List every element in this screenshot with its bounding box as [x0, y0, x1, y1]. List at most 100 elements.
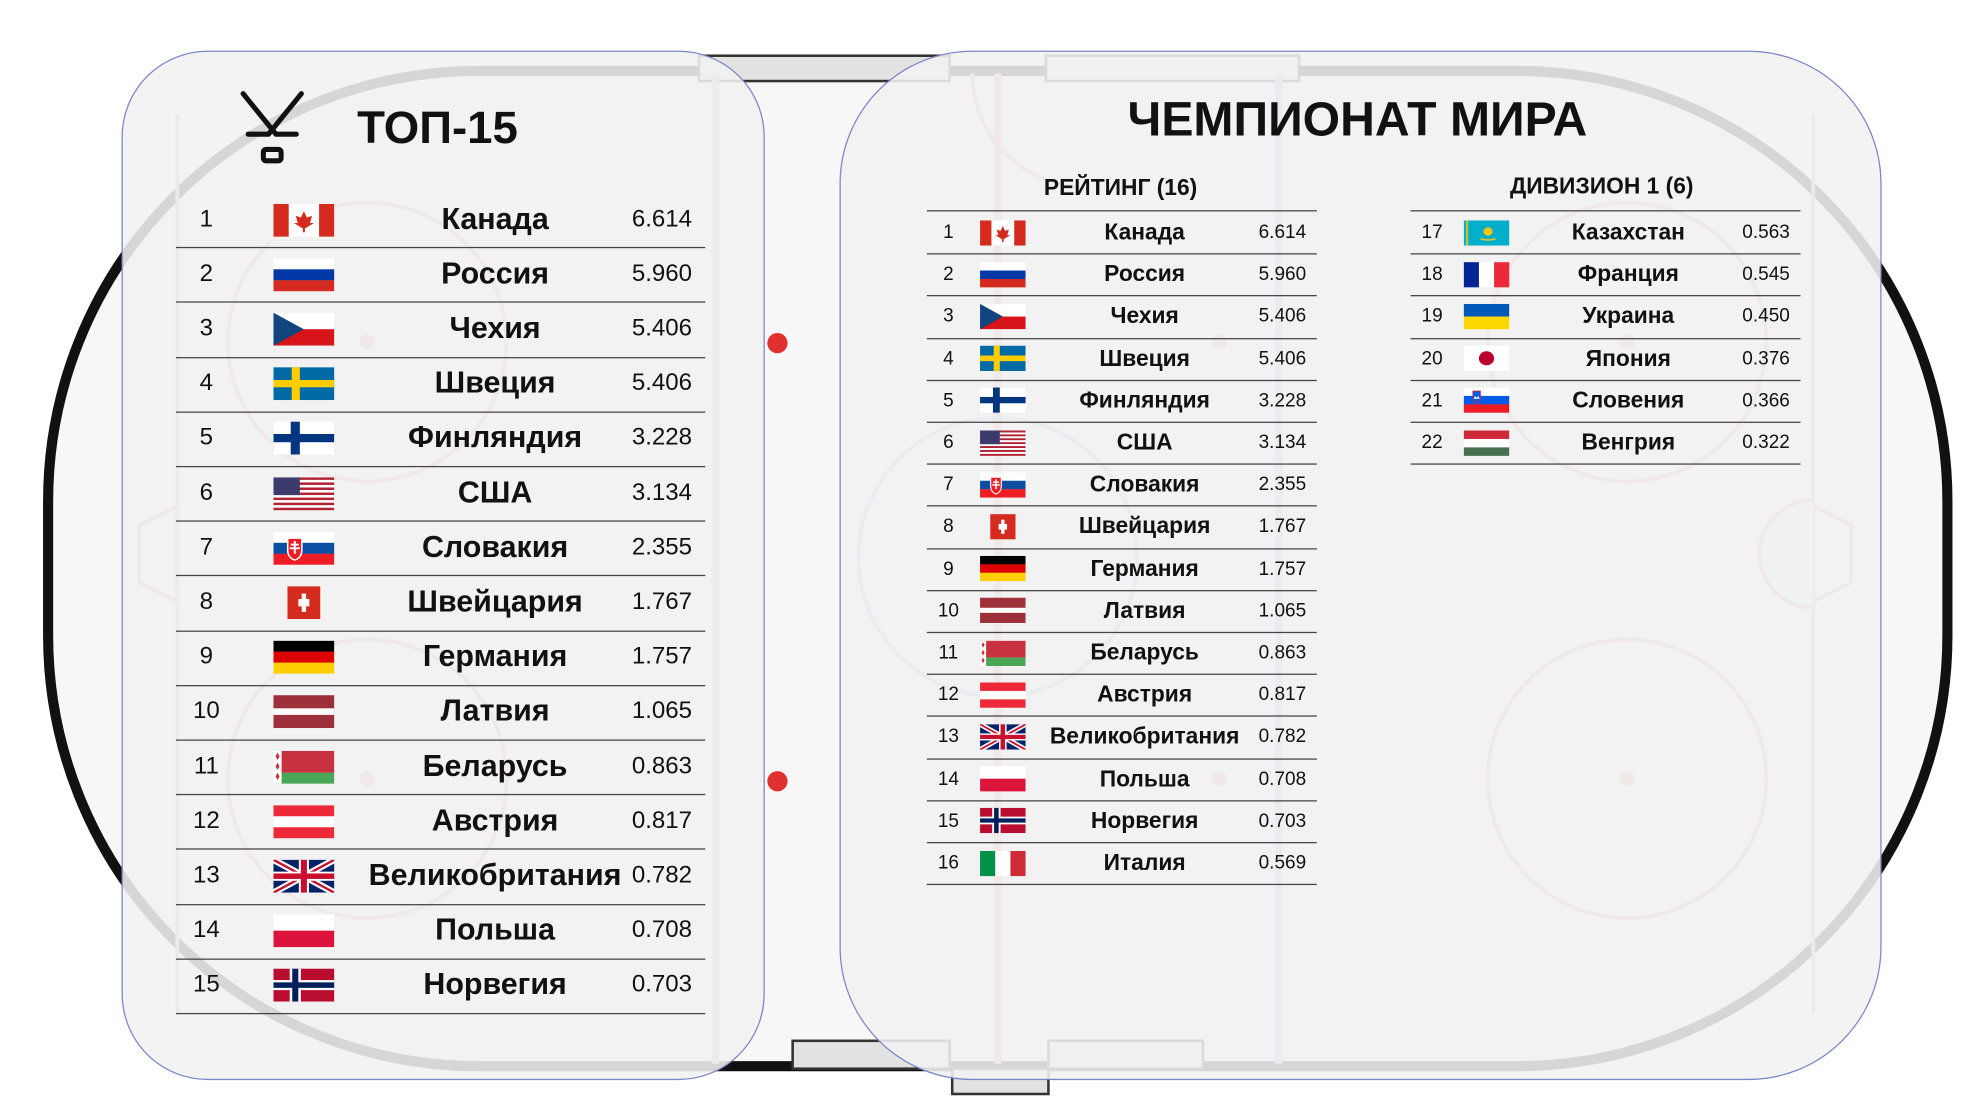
country-name: Канада — [441, 202, 549, 237]
rank-cell: 4 — [943, 347, 954, 370]
sweden-flag-icon — [273, 367, 335, 401]
table-row: 12 Австрия 0.817 — [926, 674, 1317, 718]
country-name: Беларусь — [422, 749, 568, 784]
rank-cell: 11 — [938, 642, 959, 664]
score-cell: 3.134 — [1258, 431, 1307, 454]
rank-cell: 18 — [1421, 263, 1443, 286]
country-name: Польша — [1099, 765, 1190, 791]
usa-flag-icon — [980, 429, 1026, 456]
faceoff-dot — [767, 771, 788, 792]
flag-cell — [271, 958, 337, 1013]
flag-cell — [1461, 422, 1512, 464]
table-row: 20 Япония 0.376 — [1410, 338, 1801, 381]
flag-cell — [978, 464, 1029, 506]
country-name: Германия — [422, 639, 568, 674]
rank-cell: 15 — [192, 971, 220, 999]
poland-flag-icon — [273, 914, 335, 948]
flag-cell — [271, 521, 337, 576]
country-name: Япония — [1585, 345, 1671, 371]
rank-cell: 20 — [1421, 347, 1443, 370]
table-row: 9 Германия 1.757 — [176, 630, 706, 687]
score-cell: 6.614 — [631, 205, 693, 233]
table-row: 3 Чехия 5.406 — [926, 296, 1317, 339]
table-row: 5 Финляндия 3.228 — [176, 411, 706, 468]
hungary-flag-icon — [1463, 429, 1510, 456]
table-row: 2 Россия 5.960 — [176, 247, 706, 304]
score-cell: 0.703 — [631, 971, 693, 999]
country-name: Швеция — [434, 366, 556, 401]
table-row: 2 Россия 5.960 — [926, 253, 1317, 297]
flag-cell — [978, 422, 1029, 464]
division1-table: 17 Казахстан 0.563 18 Франция 0.545 19 Украина 0… — [1410, 210, 1801, 465]
flag-cell — [978, 758, 1029, 800]
slovenia-flag-icon — [1463, 387, 1510, 414]
rank-cell: 12 — [937, 684, 959, 706]
flag-cell — [978, 674, 1029, 716]
table-row: 13 Великобритания 0.782 — [176, 849, 706, 905]
table-row: 14 Польша 0.708 — [926, 758, 1317, 802]
score-cell: 0.703 — [1258, 810, 1307, 832]
flag-cell — [978, 296, 1029, 338]
score-cell: 0.366 — [1742, 389, 1790, 412]
rating-table: 1 Канада 6.614 2 Россия 5.960 3 Чехия 5.406 4 Швец… — [926, 210, 1317, 886]
table-row: 7 Словакия 2.355 — [176, 521, 706, 577]
flag-cell — [978, 842, 1029, 884]
country-name: Канада — [1104, 219, 1185, 245]
flag-cell — [271, 192, 337, 247]
table-row: 17 Казахстан 0.563 — [1410, 211, 1801, 255]
score-cell: 1.767 — [631, 588, 693, 616]
flag-cell — [1461, 338, 1512, 380]
score-cell: 2.355 — [631, 534, 693, 561]
score-cell: 1.757 — [631, 643, 693, 671]
rank-cell: 2 — [199, 260, 214, 288]
table-row: 9 Германия 1.757 — [926, 548, 1317, 592]
score-cell: 3.228 — [631, 424, 693, 452]
table-row: 5 Финляндия 3.228 — [926, 380, 1317, 423]
rank-cell: 8 — [943, 515, 954, 538]
czechia-flag-icon — [980, 303, 1026, 330]
table-row: 21 Словения 0.366 — [1410, 380, 1801, 423]
score-cell: 0.450 — [1742, 305, 1790, 328]
rank-cell: 17 — [1421, 221, 1443, 244]
rank-cell: 11 — [193, 752, 219, 780]
rank-cell: 22 — [1421, 431, 1443, 454]
score-cell: 5.406 — [1258, 347, 1307, 370]
rank-cell: 1 — [943, 221, 954, 244]
rank-cell: 9 — [943, 557, 954, 580]
score-cell: 0.569 — [1258, 852, 1307, 874]
country-name: Украина — [1582, 303, 1675, 329]
hockey-sticks-icon — [240, 91, 304, 164]
austria-flag-icon — [273, 805, 335, 838]
canada-flag-icon — [980, 219, 1026, 246]
rank-cell: 6 — [199, 479, 214, 506]
country-name: Финляндия — [1079, 387, 1210, 413]
table-row: 11 Беларусь 0.863 — [926, 632, 1317, 676]
score-cell: 0.322 — [1742, 431, 1790, 454]
score-cell: 0.782 — [1258, 726, 1307, 748]
rank-cell: 15 — [937, 810, 959, 832]
flag-cell — [271, 630, 337, 685]
country-name: Россия — [1104, 261, 1186, 287]
country-name: Латвия — [1103, 597, 1186, 623]
rank-cell: 13 — [192, 862, 220, 889]
score-cell: 3.228 — [1258, 389, 1307, 412]
canada-flag-icon — [273, 203, 335, 237]
score-cell: 3.134 — [631, 479, 693, 506]
rank-cell: 6 — [943, 431, 954, 454]
table-row: 8 Швейцария 1.767 — [926, 506, 1317, 549]
table-row: 16 Италия 0.569 — [926, 842, 1317, 886]
italy-flag-icon — [980, 850, 1026, 876]
country-name: Швейцария — [407, 584, 583, 620]
flag-cell — [271, 247, 337, 302]
flag-cell — [1461, 253, 1512, 295]
table-row: 19 Украина 0.450 — [1410, 296, 1801, 339]
score-cell: 0.708 — [1258, 768, 1307, 790]
score-cell: 0.376 — [1742, 347, 1790, 370]
country-name: Великобритания — [1049, 723, 1240, 749]
rank-cell: 2 — [943, 263, 954, 286]
country-name: Чехия — [1110, 303, 1179, 329]
country-name: Словакия — [1089, 471, 1200, 497]
country-name: Россия — [441, 256, 550, 291]
rank-cell: 3 — [943, 305, 954, 328]
rank-cell: 16 — [937, 852, 959, 874]
